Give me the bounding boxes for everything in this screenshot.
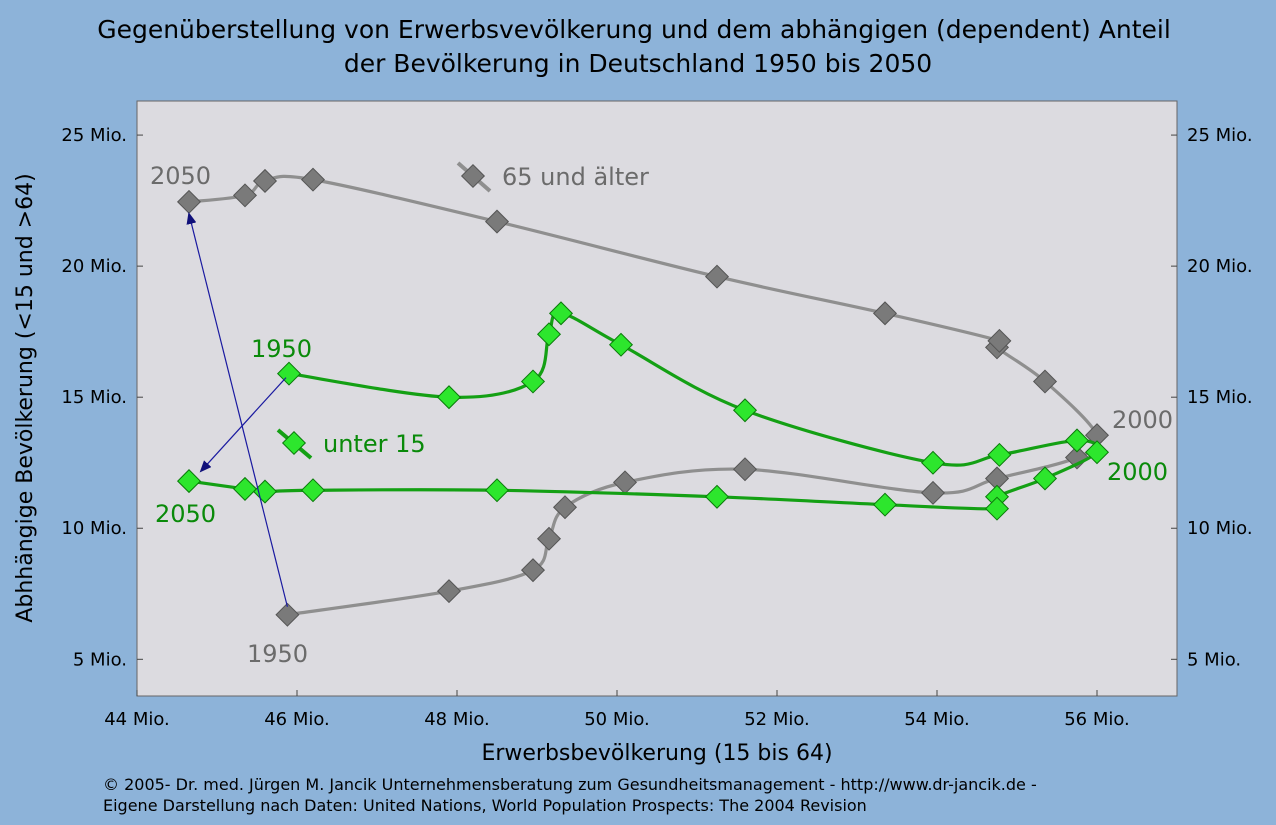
data-point-gray (252, 168, 278, 193)
label-green-2000: 2000 (1107, 458, 1168, 486)
plot-area (136, 100, 1178, 697)
data-point-gray (520, 558, 546, 583)
y-tick-label-left: 15 Mio. (61, 387, 127, 408)
x-tick-label: 56 Mio. (1064, 709, 1130, 730)
data-point-green (300, 478, 326, 503)
data-point-gray (704, 264, 730, 289)
data-point-green (1064, 428, 1090, 453)
x-tick-label: 48 Mio. (424, 709, 490, 730)
data-point-gray (987, 328, 1012, 353)
x-tick-label: 44 Mio. (104, 709, 170, 730)
data-point-gray (536, 526, 562, 551)
data-point-green (987, 442, 1012, 467)
data-point-gray (612, 470, 638, 495)
series-layer (176, 167, 1110, 627)
data-point-gray (275, 602, 300, 627)
data-point-gray (176, 189, 202, 214)
data-point-gray (552, 495, 578, 520)
data-point-gray (232, 183, 258, 208)
data-point-green (252, 479, 278, 504)
footer-line1: © 2005- Dr. med. Jürgen M. Jancik Untern… (103, 775, 1037, 794)
chart-title-line2: der Bevölkerung in Deutschland 1950 bis … (344, 49, 932, 78)
legend-green-marker (281, 430, 307, 456)
label-green-2050: 2050 (155, 500, 216, 528)
y-tick-label-right: 25 Mio. (1187, 125, 1253, 146)
data-point-gray (436, 579, 462, 604)
data-point-green (704, 484, 730, 509)
y-tick-label-left: 25 Mio. (61, 125, 127, 146)
data-point-gray (1064, 445, 1090, 470)
arrow-1950-2050-gray (186, 211, 288, 607)
data-point-green (232, 476, 258, 501)
x-axis-label: Erwerbsbevölkerung (15 bis 64) (481, 741, 832, 766)
footer-line2: Eigene Darstellung nach Daten: United Na… (103, 796, 867, 815)
data-point-green (920, 450, 946, 475)
data-point-green (608, 332, 634, 357)
data-point-green (548, 301, 574, 326)
y-tick-label-left: 5 Mio. (73, 649, 127, 670)
label-gray-1950: 1950 (247, 640, 308, 668)
arrow-1950-2050-green (199, 377, 287, 473)
y-tick-label-right: 15 Mio. (1187, 387, 1253, 408)
legend-gray-marker (460, 163, 486, 189)
x-tick-label: 50 Mio. (584, 709, 650, 730)
y-tick-label-right: 20 Mio. (1187, 256, 1253, 277)
x-tick-label: 46 Mio. (264, 709, 330, 730)
data-point-green (732, 398, 758, 423)
data-point-gray (984, 466, 1010, 491)
data-point-green (536, 322, 562, 347)
data-point-gray (732, 457, 758, 482)
data-point-gray (872, 301, 898, 326)
data-point-green (1084, 440, 1110, 465)
label-green-1950: 1950 (251, 335, 312, 363)
label-gray-2050: 2050 (150, 162, 211, 190)
legend-green-label: unter 15 (323, 430, 426, 458)
x-tick-label: 52 Mio. (744, 709, 810, 730)
y-tick-label-left: 10 Mio. (61, 518, 127, 539)
y-tick-label-left: 20 Mio. (61, 256, 127, 277)
data-point-gray (1032, 369, 1058, 394)
legend-gray: 65 und älter (456, 161, 649, 193)
data-point-green (872, 492, 898, 517)
chart-title-line1: Gegenüberstellung von Erwerbsvevölkerung… (97, 15, 1171, 44)
y-tick-label-right: 5 Mio. (1187, 649, 1241, 670)
y-axis-left: 5 Mio. 10 Mio. 15 Mio. 20 Mio. 25 Mio. (61, 125, 143, 670)
data-point-green (520, 369, 546, 394)
data-point-green (484, 478, 510, 503)
legend-gray-label: 65 und älter (502, 163, 649, 191)
label-gray-2000: 2000 (1112, 406, 1173, 434)
legend-green: unter 15 (276, 428, 426, 460)
data-point-gray (300, 167, 326, 192)
y-tick-label-right: 10 Mio. (1187, 518, 1253, 539)
y-axis-label: Abhhängige Bevölkerung (<15 und >64) (13, 173, 38, 622)
data-point-green (436, 385, 462, 410)
x-axis: 44 Mio. 46 Mio. 48 Mio. 50 Mio. 52 Mio. 54 Mi… (104, 690, 1130, 730)
data-point-green (176, 469, 202, 494)
data-point-green (276, 361, 302, 386)
data-point-gray (484, 209, 510, 234)
data-point-gray (920, 480, 946, 505)
x-tick-label: 54 Mio. (904, 709, 970, 730)
data-point-green (1032, 466, 1058, 491)
y-axis-right: 5 Mio. 10 Mio. 15 Mio. 20 Mio. 25 Mio. (1171, 125, 1253, 670)
data-point-green (984, 496, 1010, 521)
